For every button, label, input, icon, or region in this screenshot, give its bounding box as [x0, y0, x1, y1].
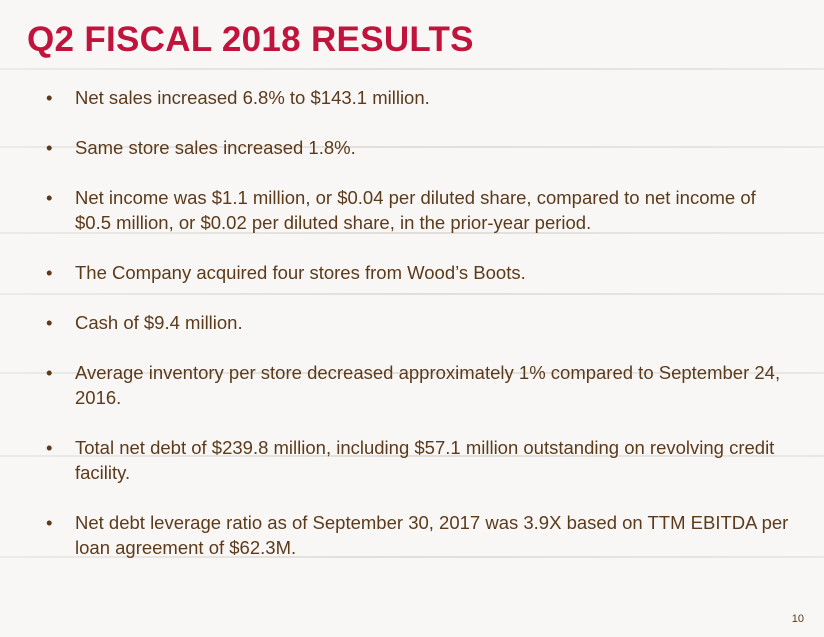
wood-plank-line [0, 232, 824, 234]
wood-plank-line [0, 68, 824, 70]
bullet-text: The Company acquired four stores from Wo… [75, 262, 526, 283]
slide-title: Q2 FISCAL 2018 RESULTS [27, 20, 474, 59]
bullet-item: • Same store sales increased 1.8%. [0, 135, 824, 160]
bullet-text: Net debt leverage ratio as of September … [75, 512, 789, 558]
page-number: 10 [791, 613, 804, 625]
wood-plank-line [0, 293, 824, 295]
bullet-list: • Net sales increased 6.8% to $143.1 mill… [0, 85, 824, 585]
bullet-text: Net sales increased 6.8% to $143.1 milli… [75, 87, 430, 108]
bullet-text: Net income was $1.1 million, or $0.04 pe… [75, 187, 756, 233]
bullet-item: • Net sales increased 6.8% to $143.1 mill… [0, 85, 824, 110]
bullet-icon: • [46, 437, 53, 458]
bullet-icon: • [46, 187, 53, 208]
wood-plank-line [0, 372, 824, 374]
bullet-icon: • [46, 137, 53, 158]
bullet-item: • Cash of $9.4 million. [0, 310, 824, 335]
wood-plank-line [0, 146, 824, 148]
bullet-icon: • [46, 362, 53, 383]
bullet-text: Same store sales increased 1.8%. [75, 137, 356, 158]
bullet-item: • Net debt leverage ratio as of September… [0, 510, 824, 560]
bullet-icon: • [46, 87, 53, 108]
bullet-text: Total net debt of $239.8 million, includ… [75, 437, 775, 483]
bullet-icon: • [46, 312, 53, 333]
bullet-item: • Net income was $1.1 million, or $0.04 p… [0, 185, 824, 235]
bullet-text: Average inventory per store decreased ap… [75, 362, 781, 408]
wood-plank-line [0, 455, 824, 457]
bullet-item: • Average inventory per store decreased a… [0, 360, 824, 410]
bullet-item: • The Company acquired four stores from W… [0, 260, 824, 285]
bullet-icon: • [46, 512, 53, 533]
wood-plank-line [0, 556, 824, 558]
bullet-item: • Total net debt of $239.8 million, inclu… [0, 435, 824, 485]
bullet-text: Cash of $9.4 million. [75, 312, 243, 333]
bullet-icon: • [46, 262, 53, 283]
